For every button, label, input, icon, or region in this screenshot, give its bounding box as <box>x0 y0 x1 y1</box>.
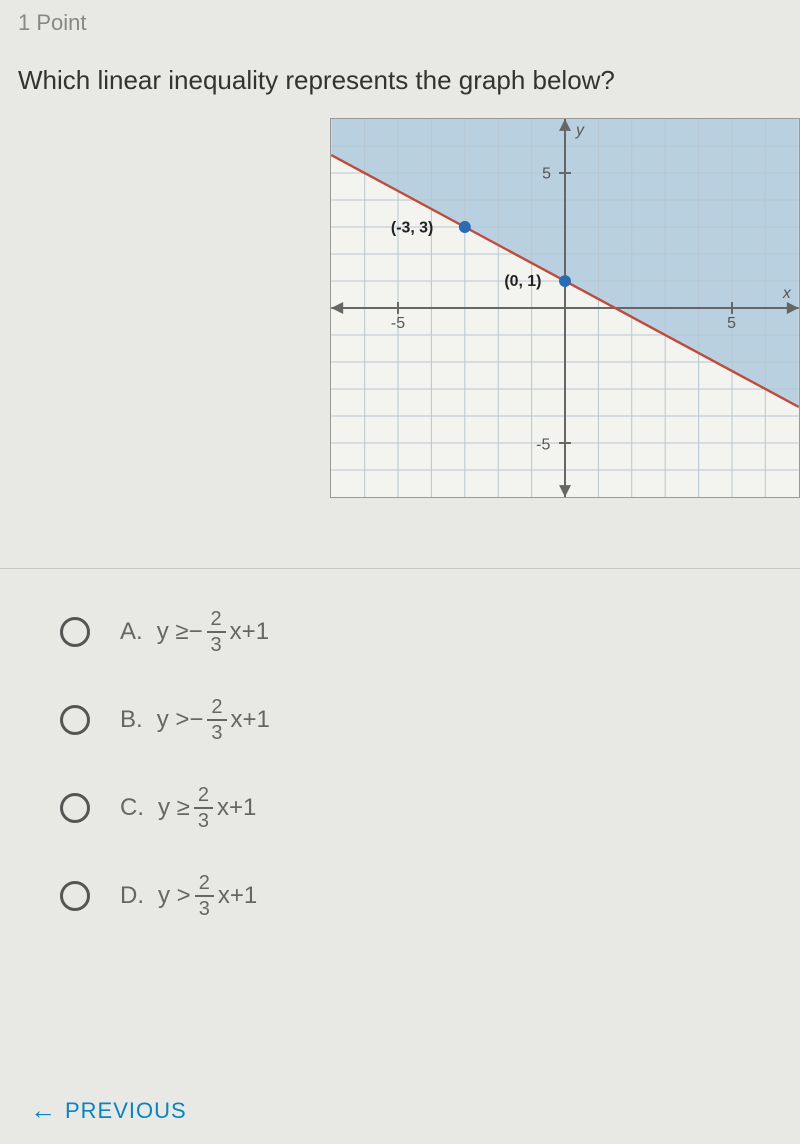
frac-num: 2 <box>207 697 226 721</box>
x-axis-symbol: x <box>782 285 792 302</box>
expr-suffix: x+1 <box>217 794 256 822</box>
x-tick-neg-label: -5 <box>391 315 405 332</box>
expr-suffix: x+1 <box>231 706 270 734</box>
expr-neg: − <box>189 618 203 646</box>
answer-option-a[interactable]: A. y ≥ − 2 3 x+1 <box>60 609 770 655</box>
inequality-graph: -5 5 5 -5 y x (-3, 3) (0, 1) <box>330 118 800 498</box>
answer-option-c[interactable]: C. y ≥ 2 3 x+1 <box>60 785 770 831</box>
radio-a[interactable] <box>60 617 90 647</box>
expr-suffix: x+1 <box>230 618 269 646</box>
y-tick-neg-label: -5 <box>536 436 550 453</box>
answer-option-d[interactable]: D. y > 2 3 x+1 <box>60 873 770 919</box>
arrow-left-icon: ← <box>30 1095 57 1126</box>
frac-num: 2 <box>207 609 226 633</box>
graph-container: -5 5 5 -5 y x (-3, 3) (0, 1) <box>0 118 800 498</box>
question-text: Which linear inequality represents the g… <box>0 36 800 118</box>
expr-prefix: y > <box>157 706 190 734</box>
frac-num: 2 <box>195 873 214 897</box>
answer-option-b[interactable]: B. y > − 2 3 x+1 <box>60 697 770 743</box>
expr-prefix: y ≥ <box>158 794 190 822</box>
expr-prefix: y ≥ <box>157 618 189 646</box>
answer-list: A. y ≥ − 2 3 x+1 B. y > − 2 3 x+1 C. y <box>0 569 800 981</box>
radio-c[interactable] <box>60 793 90 823</box>
y-tick-pos-label: 5 <box>542 165 551 182</box>
points-label: 1 Point <box>0 0 800 36</box>
answer-expr-d: y > 2 3 x+1 <box>158 873 257 919</box>
answer-letter-a: A. <box>120 618 143 646</box>
radio-d[interactable] <box>60 881 90 911</box>
point-0-1-label: (0, 1) <box>504 273 541 290</box>
expr-neg: − <box>189 706 203 734</box>
answer-letter-c: C. <box>120 794 144 822</box>
point-neg3-3-label: (-3, 3) <box>391 219 433 236</box>
frac-den: 3 <box>207 633 226 655</box>
answer-letter-b: B. <box>120 706 143 734</box>
frac-den: 3 <box>194 809 213 831</box>
answer-expr-b: y > − 2 3 x+1 <box>157 697 270 743</box>
previous-label: PREVIOUS <box>65 1098 187 1124</box>
point-0-1 <box>559 275 571 287</box>
fraction: 2 3 <box>207 697 226 743</box>
answer-expr-c: y ≥ 2 3 x+1 <box>158 785 256 831</box>
answer-letter-d: D. <box>120 882 144 910</box>
radio-b[interactable] <box>60 705 90 735</box>
fraction: 2 3 <box>195 873 214 919</box>
fraction: 2 3 <box>207 609 226 655</box>
fraction: 2 3 <box>194 785 213 831</box>
expr-suffix: x+1 <box>218 882 257 910</box>
x-tick-pos-label: 5 <box>727 315 736 332</box>
y-axis-symbol: y <box>575 122 585 139</box>
graph-svg: -5 5 5 -5 y x (-3, 3) (0, 1) <box>331 119 799 497</box>
frac-den: 3 <box>207 721 226 743</box>
frac-den: 3 <box>195 897 214 919</box>
point-neg3-3 <box>459 221 471 233</box>
answer-expr-a: y ≥ − 2 3 x+1 <box>157 609 269 655</box>
frac-num: 2 <box>194 785 213 809</box>
expr-prefix: y > <box>158 882 191 910</box>
previous-button[interactable]: ← PREVIOUS <box>30 1095 187 1126</box>
